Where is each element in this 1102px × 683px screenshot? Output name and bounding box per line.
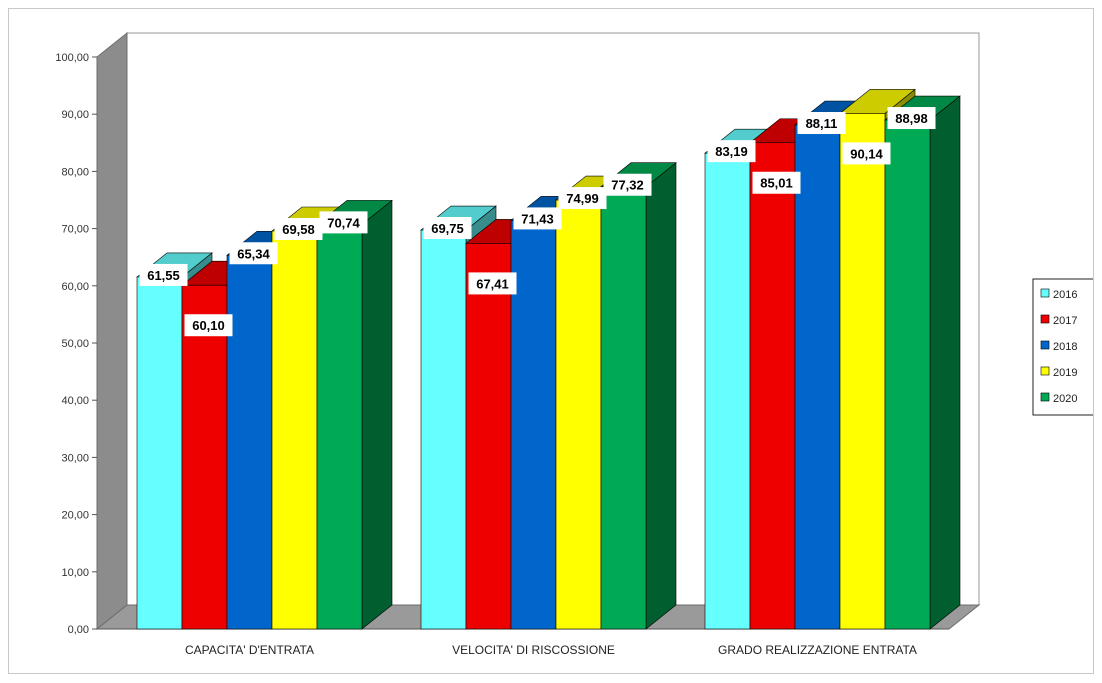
bar-2018-1 bbox=[510, 220, 557, 630]
legend-swatch-2018 bbox=[1040, 340, 1050, 350]
data-label: 67,41 bbox=[476, 276, 509, 291]
data-label: 60,10 bbox=[192, 318, 225, 333]
data-label-bg bbox=[513, 207, 562, 230]
bar-2019-2 bbox=[839, 113, 886, 630]
x-category-label: CAPACITA' D'ENTRATA bbox=[185, 643, 314, 657]
bar-2020-0 bbox=[316, 224, 363, 630]
side-wall bbox=[96, 31, 128, 631]
x-category-label: GRADO REALIZZAZIONE ENTRATA bbox=[718, 643, 917, 657]
bar-chart: 0,00 10,00 20,00 30,00 40,00 50,00 60,00 70,00 8… bbox=[55, 31, 1093, 657]
data-label-bg bbox=[229, 242, 278, 265]
data-label-bg bbox=[558, 187, 607, 210]
data-label: 69,75 bbox=[431, 221, 464, 236]
data-label: 83,19 bbox=[715, 144, 748, 159]
bar-2017-0 bbox=[181, 284, 228, 630]
data-label: 70,74 bbox=[327, 215, 360, 230]
y-tick-label: 10,00 bbox=[61, 567, 89, 579]
legend-swatch-2017 bbox=[1040, 314, 1050, 324]
bar-2020-1 bbox=[600, 186, 647, 630]
y-tick-label: 100,00 bbox=[55, 52, 89, 64]
data-label-bg bbox=[603, 173, 652, 196]
bar-2019-0 bbox=[271, 230, 318, 630]
data-label: 69,58 bbox=[282, 222, 315, 237]
bar-side-2020-0 bbox=[361, 199, 393, 630]
data-label-bg bbox=[274, 218, 323, 241]
data-label-bg bbox=[139, 263, 188, 286]
y-tick-label: 90,00 bbox=[61, 109, 89, 121]
y-tick-label: 40,00 bbox=[61, 395, 89, 407]
bar-2016-0 bbox=[136, 276, 183, 630]
data-label-bg bbox=[319, 211, 368, 234]
y-tick-label: 30,00 bbox=[61, 452, 89, 464]
y-tick-label: 80,00 bbox=[61, 166, 89, 178]
data-label: 65,34 bbox=[237, 246, 270, 261]
bar-side-2020-1 bbox=[645, 162, 677, 630]
legend-swatch-2019 bbox=[1040, 366, 1050, 376]
data-label-bg bbox=[752, 171, 801, 194]
y-tick-label: 0,00 bbox=[68, 624, 89, 636]
data-label: 74,99 bbox=[566, 191, 599, 206]
x-category-label: VELOCITA' DI RISCOSSIONE bbox=[452, 643, 615, 657]
data-label: 88,11 bbox=[806, 116, 838, 131]
bar-2017-1 bbox=[465, 243, 512, 630]
y-tick-label: 70,00 bbox=[61, 224, 89, 236]
bar-2016-2 bbox=[704, 152, 751, 630]
legend-label: 2019 bbox=[1053, 367, 1077, 379]
bar-2020-2 bbox=[884, 119, 931, 630]
legend-label: 2017 bbox=[1053, 315, 1077, 327]
data-label-bg bbox=[797, 112, 846, 135]
bar-side-2020-2 bbox=[929, 95, 961, 630]
data-label-bg bbox=[707, 140, 756, 163]
data-label-bg bbox=[423, 217, 472, 240]
data-label-bg bbox=[184, 314, 233, 337]
legend-label: 2020 bbox=[1053, 393, 1077, 405]
data-label: 61,55 bbox=[147, 268, 180, 283]
data-label: 77,32 bbox=[611, 178, 644, 193]
legend-label: 2018 bbox=[1053, 341, 1077, 353]
legend-label: 2016 bbox=[1053, 289, 1077, 301]
y-tick-label: 50,00 bbox=[61, 338, 89, 350]
chart-frame: 0,00 10,00 20,00 30,00 40,00 50,00 60,00 70,00 8… bbox=[8, 8, 1094, 674]
bar-2019-1 bbox=[555, 199, 602, 630]
data-label-bg bbox=[468, 272, 517, 295]
data-label: 90,14 bbox=[850, 146, 883, 161]
data-label: 88,98 bbox=[895, 111, 928, 126]
y-tick-label: 60,00 bbox=[61, 281, 89, 293]
data-label-bg bbox=[842, 142, 891, 165]
y-tick-label: 20,00 bbox=[61, 510, 89, 522]
bar-2018-2 bbox=[794, 124, 841, 630]
data-label-bg bbox=[887, 107, 936, 130]
legend-swatch-2016 bbox=[1040, 288, 1050, 298]
data-label: 85,01 bbox=[760, 176, 793, 191]
bar-2017-2 bbox=[749, 142, 796, 630]
legend-swatch-2020 bbox=[1040, 392, 1050, 402]
bar-2016-1 bbox=[420, 229, 467, 630]
bar-2018-0 bbox=[226, 254, 273, 630]
data-label: 71,43 bbox=[521, 211, 554, 226]
